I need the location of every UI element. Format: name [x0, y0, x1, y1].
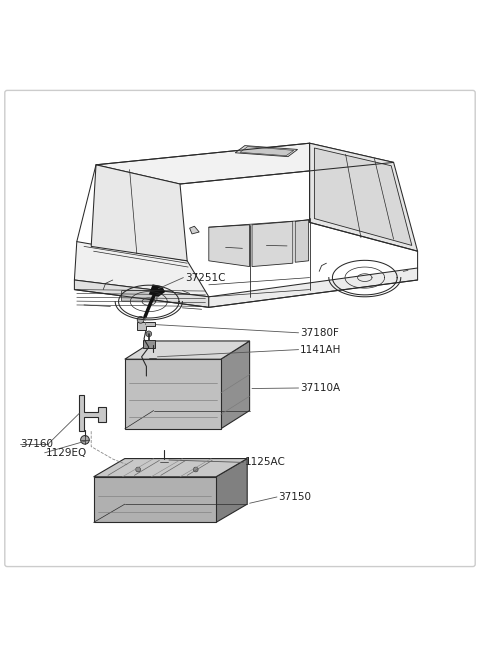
- Circle shape: [137, 316, 144, 323]
- Polygon shape: [74, 241, 209, 297]
- Circle shape: [193, 467, 198, 472]
- Polygon shape: [137, 321, 155, 331]
- Text: 37150: 37150: [278, 492, 312, 502]
- Polygon shape: [221, 341, 250, 429]
- FancyBboxPatch shape: [143, 340, 155, 348]
- Polygon shape: [94, 459, 247, 477]
- FancyBboxPatch shape: [121, 291, 157, 301]
- Polygon shape: [216, 459, 247, 522]
- Polygon shape: [91, 165, 187, 261]
- FancyBboxPatch shape: [149, 352, 156, 361]
- Text: 37251C: 37251C: [185, 273, 225, 283]
- Circle shape: [136, 467, 141, 472]
- Polygon shape: [209, 268, 418, 308]
- Text: 37110A: 37110A: [300, 383, 340, 393]
- Polygon shape: [310, 143, 418, 251]
- Text: 37160: 37160: [20, 439, 53, 449]
- Polygon shape: [94, 477, 216, 522]
- Polygon shape: [190, 226, 199, 234]
- Circle shape: [160, 459, 168, 466]
- Polygon shape: [96, 143, 394, 184]
- Text: 37180F: 37180F: [300, 328, 339, 338]
- Polygon shape: [235, 146, 298, 157]
- Text: 1129EQ: 1129EQ: [46, 448, 87, 458]
- Text: 1125AC: 1125AC: [245, 457, 286, 467]
- Circle shape: [81, 436, 89, 444]
- Polygon shape: [125, 341, 250, 359]
- Polygon shape: [295, 220, 309, 262]
- Polygon shape: [74, 280, 209, 308]
- Polygon shape: [314, 148, 412, 245]
- Circle shape: [146, 331, 152, 337]
- Polygon shape: [252, 222, 293, 266]
- Polygon shape: [240, 146, 294, 155]
- Polygon shape: [125, 359, 221, 429]
- Polygon shape: [149, 284, 165, 297]
- Polygon shape: [79, 395, 106, 431]
- Text: 1141AH: 1141AH: [300, 344, 341, 355]
- Polygon shape: [209, 225, 250, 266]
